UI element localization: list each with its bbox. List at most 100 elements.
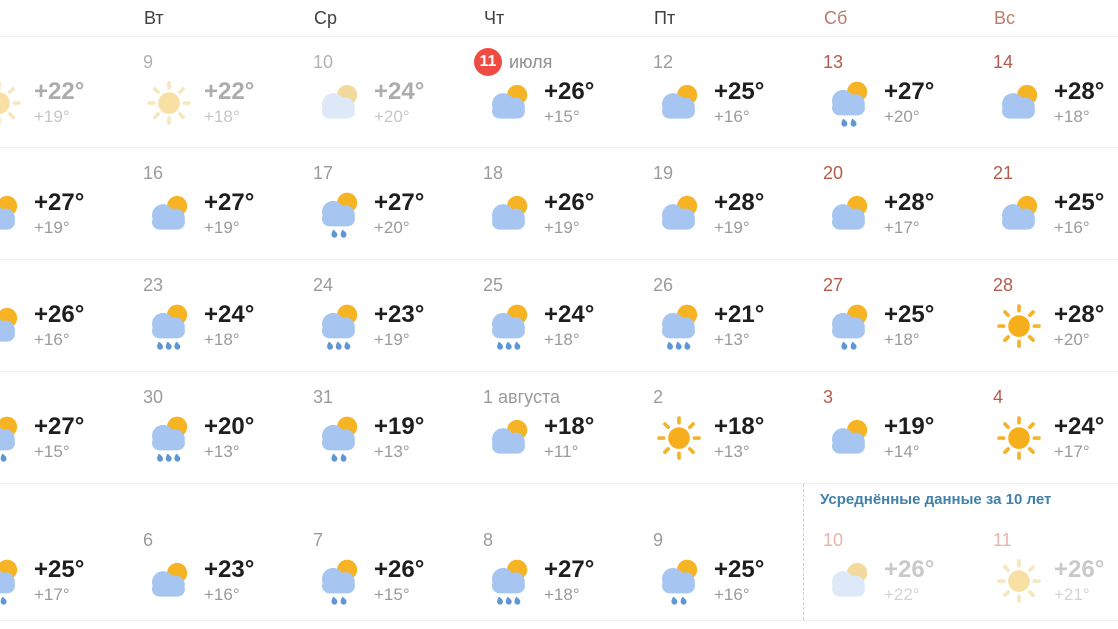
day-cell[interactable]: 17 +27° +20° xyxy=(308,148,478,259)
night-temp: +13° xyxy=(714,441,750,461)
night-temp: +18° xyxy=(544,584,580,604)
day-cell[interactable]: 12 +25° +16° xyxy=(648,37,818,147)
temperatures: +23° +16° xyxy=(204,556,254,605)
day-cell[interactable]: 11 июля +26° +15° xyxy=(474,37,648,147)
day-temp: +24° xyxy=(1054,412,1105,440)
day-cell[interactable]: 14 +28° +18° xyxy=(988,37,1118,147)
cloud-sun-rain-2-icon xyxy=(313,187,365,239)
day-cell[interactable]: 13 +27° +20° xyxy=(818,37,988,147)
date-row: 4 xyxy=(993,385,1118,409)
day-cell[interactable]: 2 +18° +13° xyxy=(648,372,818,483)
date-row: 18 xyxy=(483,161,648,185)
date-row: 9 xyxy=(143,50,308,74)
sun-icon xyxy=(653,411,705,463)
weekday-label: Пт xyxy=(654,8,676,28)
cloud-sun-icon xyxy=(483,411,535,463)
weekday-label: Вт xyxy=(144,8,164,28)
cloud-sun-rain-3-icon xyxy=(653,299,705,351)
day-cell[interactable]: +27° +15° xyxy=(0,372,138,483)
night-temp: +17° xyxy=(884,217,920,237)
weather-summary: +26° +16° xyxy=(0,299,138,351)
weather-summary: +27° +19° xyxy=(143,187,308,239)
day-temp: +26° xyxy=(1054,555,1105,583)
date-label: 18 xyxy=(483,162,504,183)
temperatures: +25° +16° xyxy=(714,78,764,127)
date-label: 28 xyxy=(993,274,1014,295)
day-cell[interactable]: 9 +22° +18° xyxy=(138,37,308,147)
day-cell[interactable]: 18 +26° +19° xyxy=(478,148,648,259)
day-cell[interactable]: 1 августа +18° +11° xyxy=(478,372,648,483)
date-label: 11 xyxy=(993,529,1012,550)
date-row: 10 xyxy=(313,50,478,74)
day-cell[interactable]: 7 +26° +15° xyxy=(308,484,478,620)
night-temp: +19° xyxy=(204,217,240,237)
day-cell[interactable]: 8 +27° +18° xyxy=(478,484,648,620)
day-temp: +26° xyxy=(34,300,85,328)
weather-summary: +27° +20° xyxy=(313,187,478,239)
day-cell[interactable]: 20 +28° +17° xyxy=(818,148,988,259)
day-cell[interactable]: +22° +19° xyxy=(0,37,138,147)
cloud-sun-rain-3-icon xyxy=(313,299,365,351)
day-cell[interactable]: 26 +21° +13° xyxy=(648,260,818,371)
temperatures: +28° +18° xyxy=(1054,78,1104,127)
day-cell[interactable]: 19 +28° +19° xyxy=(648,148,818,259)
date-row: 2 xyxy=(653,385,818,409)
day-cell[interactable]: 3 +19° +14° xyxy=(818,372,988,483)
day-cell[interactable]: 31 +19° +13° xyxy=(308,372,478,483)
day-cell[interactable]: +26° +16° xyxy=(0,260,138,371)
day-cell[interactable]: 9 +25° +16° xyxy=(648,484,818,620)
weekday-label-clipped xyxy=(0,0,138,36)
date-label: 16 xyxy=(143,162,164,183)
temperatures: +28° +17° xyxy=(884,189,934,238)
night-temp: +17° xyxy=(1054,441,1090,461)
weather-summary: +24° +20° xyxy=(313,76,478,128)
day-cell[interactable]: 16 +27° +19° xyxy=(138,148,308,259)
date-label: 19 xyxy=(653,162,674,183)
sun-faded-icon xyxy=(993,554,1045,606)
day-temp: +19° xyxy=(374,412,425,440)
cloud-sun-faded-icon xyxy=(823,554,875,606)
date-label: 10 xyxy=(823,529,844,550)
day-cell[interactable]: 21 +25° +16° xyxy=(988,148,1118,259)
date-label: 17 xyxy=(313,162,334,183)
day-cell[interactable]: 27 +25° +18° xyxy=(818,260,988,371)
day-cell[interactable]: 28 +28° +20° xyxy=(988,260,1118,371)
temperatures: +26° +19° xyxy=(544,189,594,238)
day-temp: +26° xyxy=(884,555,935,583)
day-temp: +28° xyxy=(884,188,935,216)
day-cell[interactable]: +25° +17° xyxy=(0,484,138,620)
date-row: 19 xyxy=(653,161,818,185)
day-cell[interactable]: 10 +24° +20° xyxy=(308,37,478,147)
day-temp: +22° xyxy=(34,77,85,105)
day-cell[interactable]: 6 +23° +16° xyxy=(138,484,308,620)
temperatures: +27° +15° xyxy=(34,413,84,462)
day-cell[interactable]: +27° +19° xyxy=(0,148,138,259)
day-cell[interactable]: 24 +23° +19° xyxy=(308,260,478,371)
night-temp: +18° xyxy=(204,329,240,349)
date-row xyxy=(0,50,138,74)
day-cell[interactable]: 4 +24° +17° xyxy=(988,372,1118,483)
cloud-sun-rain-3-icon xyxy=(143,411,195,463)
date-row: 7 xyxy=(313,528,478,552)
weather-summary: +19° +14° xyxy=(823,411,988,463)
day-temp: +27° xyxy=(204,188,255,216)
date-row: 17 xyxy=(313,161,478,185)
temperatures: +27° +19° xyxy=(204,189,254,238)
day-cell[interactable]: 23 +24° +18° xyxy=(138,260,308,371)
day-temp: +24° xyxy=(204,300,255,328)
day-cell[interactable]: 25 +24° +18° xyxy=(478,260,648,371)
temperatures: +24° +18° xyxy=(204,301,254,350)
night-temp: +18° xyxy=(884,329,920,349)
date-label: 30 xyxy=(143,386,164,407)
weather-summary: +22° +19° xyxy=(0,76,138,128)
cloud-sun-icon xyxy=(483,187,535,239)
night-temp: +22° xyxy=(884,584,920,604)
date-row: 28 xyxy=(993,273,1118,297)
weather-summary: +21° +13° xyxy=(653,299,818,351)
temperatures: +27° +20° xyxy=(374,189,424,238)
day-temp: +28° xyxy=(714,188,765,216)
temperatures: +20° +13° xyxy=(204,413,254,462)
week-row: +22° +19° 9 +22° +18° 10 +24° +2 xyxy=(0,37,1118,148)
day-cell[interactable]: 30 +20° +13° xyxy=(138,372,308,483)
